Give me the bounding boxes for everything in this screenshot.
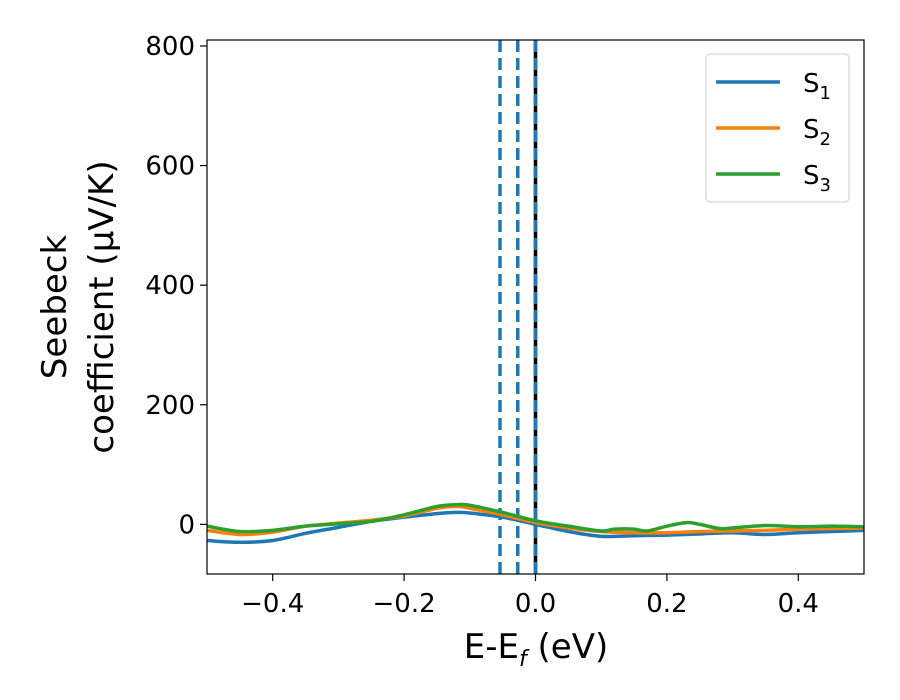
x-axis-title-subscript: f xyxy=(519,647,530,672)
x-axis-title: E-Ef (eV) xyxy=(464,627,609,672)
series-line-s1 xyxy=(207,510,864,545)
legend-label-main: S xyxy=(803,161,820,191)
x-axis-title-unit: (eV) xyxy=(527,627,609,667)
series-line-s3 xyxy=(207,502,864,534)
legend-label-subscript: 3 xyxy=(820,175,831,196)
x-tick-label: 0.4 xyxy=(778,589,819,619)
y-axis: 0 200 400 600 800 xyxy=(145,32,207,540)
legend-label-s2: S2 xyxy=(803,115,831,150)
y-tick-label: 600 xyxy=(145,152,195,182)
x-tick-label: −0.2 xyxy=(373,589,436,619)
y-tick-label: 400 xyxy=(145,271,195,301)
x-tick-label: 0.2 xyxy=(646,589,687,619)
plot-area xyxy=(207,40,864,574)
legend-label-subscript: 2 xyxy=(820,129,831,150)
y-tick-label: 0 xyxy=(178,510,195,540)
x-axis: −0.4 −0.2 0.0 0.2 0.4 xyxy=(241,574,819,619)
y-tick-label: 800 xyxy=(145,32,195,62)
legend-label-s3: S3 xyxy=(803,161,831,196)
legend-label-main: S xyxy=(803,115,820,145)
x-tick-label: 0.0 xyxy=(515,589,556,619)
legend-label-subscript: 1 xyxy=(820,83,831,104)
y-tick-label: 200 xyxy=(145,391,195,421)
x-axis-title-main: E-E xyxy=(464,627,519,667)
legend-label-main: S xyxy=(803,69,820,99)
x-tick-label: −0.4 xyxy=(241,589,304,619)
legend-label-s1: S1 xyxy=(803,69,831,104)
y-axis-title-line1: Seebeck xyxy=(35,235,75,380)
y-axis-title-line2: coefficient (μV/K) xyxy=(82,160,122,453)
